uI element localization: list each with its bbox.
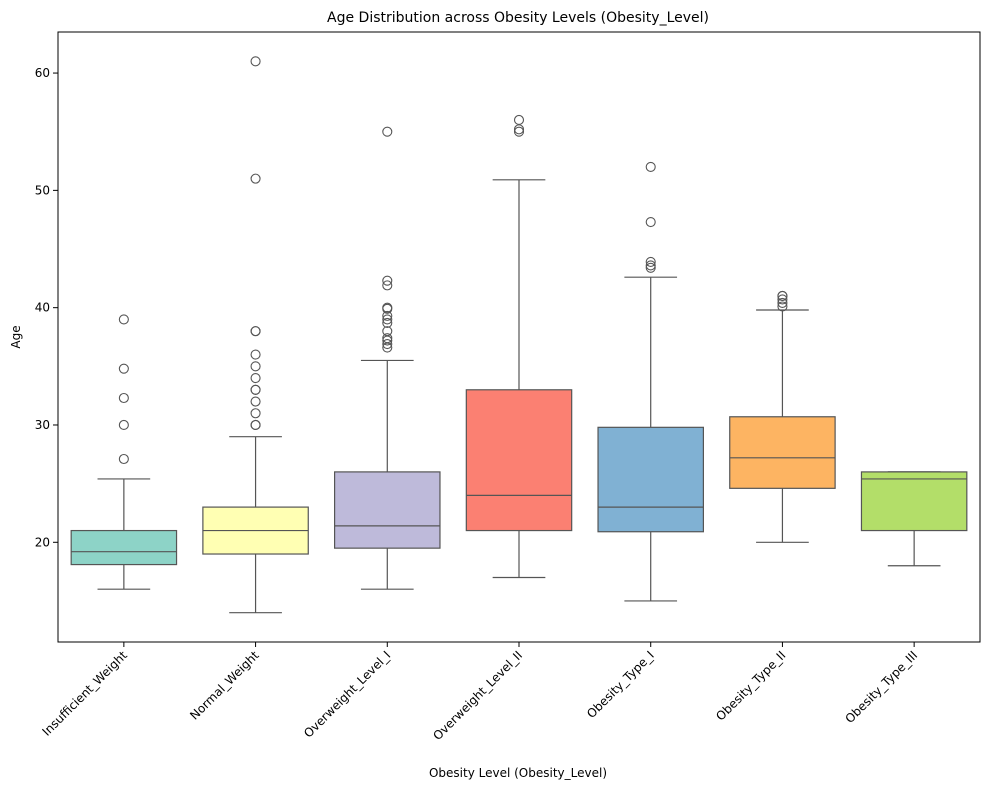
outlier-point — [382, 280, 393, 291]
outlier-point — [250, 384, 261, 395]
y-tick-label: 60 — [35, 66, 50, 80]
y-tick-label: 20 — [35, 535, 50, 549]
y-tick-label: 40 — [35, 301, 50, 315]
outlier-point — [250, 349, 261, 360]
box-group-overweight-level-i — [334, 126, 441, 590]
outlier-point — [645, 262, 656, 273]
outlier-point — [382, 333, 393, 344]
outlier-point — [645, 161, 656, 172]
outlier-point — [777, 297, 788, 309]
x-tick-label: Insufficient_Weight — [39, 648, 130, 739]
outlier-point — [250, 396, 261, 407]
outlier-point — [118, 419, 129, 431]
outlier-point — [118, 363, 129, 374]
outlier-point — [118, 392, 129, 404]
outlier-point — [382, 126, 393, 137]
outlier-point — [250, 373, 261, 384]
x-tick-label: Obesity_Type_II — [713, 648, 788, 723]
box-group-normal-weight — [202, 56, 309, 614]
outlier-point — [777, 294, 788, 305]
outlier-point — [645, 256, 656, 267]
iqr-box — [334, 471, 441, 549]
outlier-point — [777, 301, 788, 312]
outlier-point — [382, 326, 393, 337]
outlier-point — [250, 419, 261, 431]
outlier-point — [382, 317, 393, 328]
outlier-point — [250, 56, 261, 67]
outlier-point — [250, 408, 261, 419]
box-group-insufficient-weight — [70, 314, 178, 590]
outlier-point — [382, 310, 393, 321]
outlier-point — [118, 314, 129, 325]
outlier-point — [382, 275, 393, 286]
x-tick-label: Obesity_Type_III — [842, 648, 920, 726]
outlier-point — [382, 314, 393, 325]
x-tick-label: Normal_Weight — [187, 648, 262, 723]
box-group-overweight-level-ii — [465, 114, 573, 579]
outlier-point — [513, 114, 525, 126]
outlier-point — [645, 216, 656, 228]
box-group-obesity-type-ii — [729, 290, 836, 543]
chart-title: Age Distribution across Obesity Levels (… — [327, 10, 709, 26]
box-group-obesity-type-iii — [860, 471, 968, 567]
y-tick-label: 30 — [35, 418, 50, 432]
iqr-box — [70, 529, 178, 566]
plot-area — [70, 56, 968, 614]
outlier-point — [777, 290, 788, 301]
y-tick-label: 50 — [35, 183, 50, 197]
box-group-obesity-type-i — [597, 161, 704, 602]
x-tick-label: Overweight_Level_II — [430, 648, 525, 743]
outlier-point — [250, 326, 261, 337]
outlier-point — [382, 302, 393, 313]
outlier-point — [250, 361, 261, 372]
outlier-point — [645, 260, 656, 271]
x-tick-label: Overweight_Level_I — [301, 648, 393, 740]
outlier-point — [118, 453, 129, 465]
y-axis-label: Age — [9, 325, 23, 348]
iqr-box — [860, 471, 968, 532]
x-tick-label: Obesity_Type_I — [584, 648, 657, 721]
outlier-point — [250, 173, 261, 184]
iqr-box — [465, 389, 573, 532]
iqr-box — [597, 426, 704, 533]
outlier-point — [382, 338, 393, 350]
outlier-point — [513, 124, 525, 135]
outlier-point — [513, 126, 525, 137]
iqr-box — [729, 416, 836, 489]
x-axis-label: Obesity Level (Obesity_Level) — [429, 766, 607, 780]
